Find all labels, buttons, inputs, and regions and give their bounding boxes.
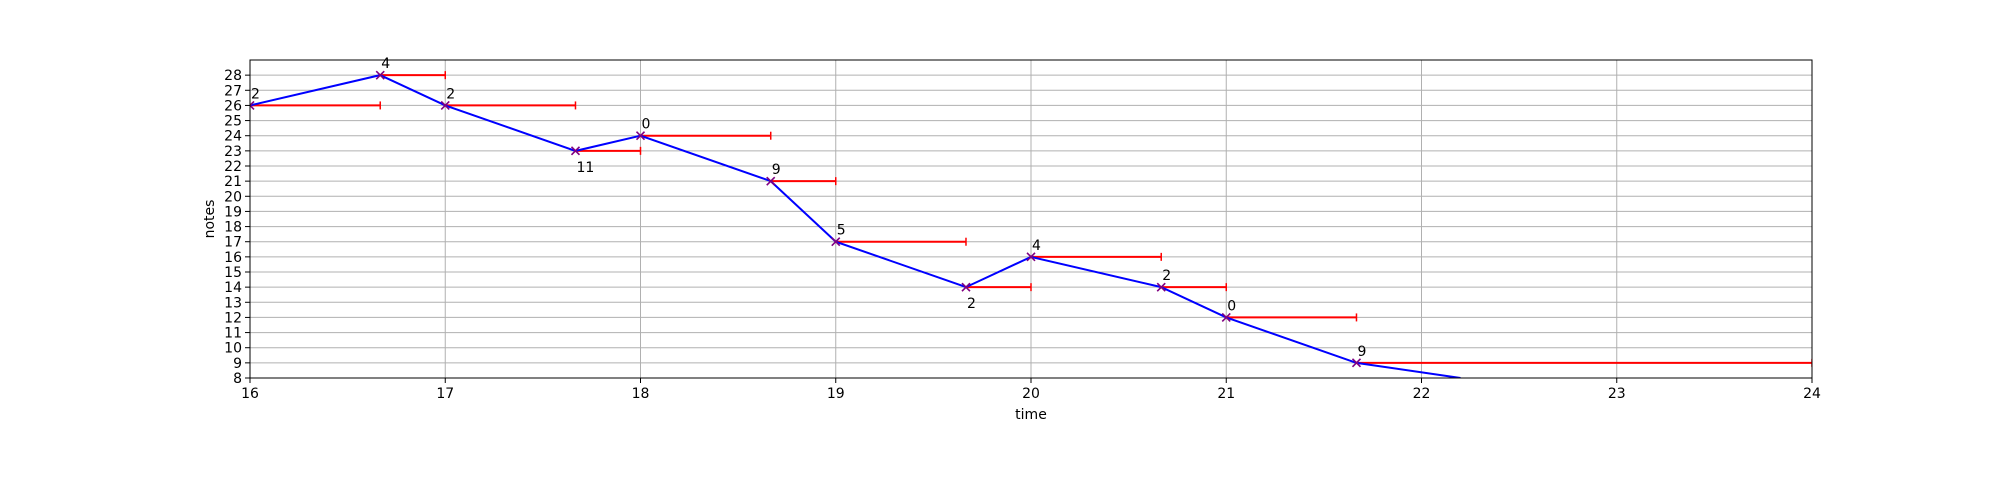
- data-point-marker: [1351, 358, 1362, 368]
- y-tick-label: 26: [224, 98, 242, 114]
- data-label: 4: [1032, 238, 1041, 254]
- data-point-marker: [570, 146, 581, 156]
- data-label: 2: [1162, 268, 1171, 284]
- y-tick-label: 19: [224, 204, 242, 220]
- data-point-marker: [375, 70, 385, 80]
- x-tick-label: 16: [241, 386, 259, 402]
- y-tick-label: 8: [233, 371, 242, 387]
- y-tick-label: 11: [224, 326, 242, 342]
- y-tick-label: 9: [233, 356, 242, 372]
- marker-stroke: [635, 131, 646, 141]
- x-tick-label: 19: [827, 386, 845, 402]
- y-tick-label: 23: [224, 144, 242, 160]
- marker-stroke: [1156, 282, 1166, 292]
- marker-stroke: [250, 100, 255, 107]
- data-label: 0: [1227, 298, 1236, 314]
- y-tick-label: 15: [224, 265, 242, 281]
- marker-stroke: [1351, 358, 1362, 368]
- y-tick-label: 16: [224, 250, 242, 266]
- data-label: 4: [381, 56, 390, 72]
- marker-stroke: [766, 176, 776, 186]
- y-tick-label: 10: [224, 341, 242, 357]
- marker-stroke: [1026, 252, 1036, 262]
- y-tick-label: 14: [224, 280, 242, 296]
- marker-stroke: [961, 282, 971, 292]
- data-label: 2: [251, 86, 260, 102]
- y-axis-label: notes: [202, 200, 218, 239]
- y-tick-label: 13: [224, 295, 242, 311]
- x-tick-label: 17: [436, 386, 454, 402]
- marker-stroke: [1221, 312, 1231, 322]
- marker-stroke: [440, 100, 450, 110]
- data-point-marker: [831, 237, 841, 247]
- data-label: 2: [446, 86, 455, 102]
- data-point-marker: [440, 100, 450, 110]
- data-point-marker: [766, 176, 776, 186]
- y-tick-label: 22: [224, 159, 242, 175]
- data-label: 0: [642, 117, 651, 133]
- data-label: 9: [772, 162, 781, 178]
- x-tick-label: 21: [1217, 386, 1235, 402]
- y-tick-label: 27: [224, 83, 242, 99]
- data-point-marker: [961, 282, 971, 292]
- data-point-marker: [1221, 312, 1231, 322]
- data-label: 9: [1357, 344, 1366, 360]
- data-series: [250, 70, 1812, 378]
- data-point-marker: [1156, 282, 1166, 292]
- data-point-marker: [250, 100, 255, 110]
- x-tick-label: 23: [1608, 386, 1626, 402]
- y-tick-label: 25: [224, 114, 242, 130]
- x-tick-label: 24: [1803, 386, 1821, 402]
- x-tick-label: 22: [1413, 386, 1431, 402]
- x-tick-label: 20: [1022, 386, 1040, 402]
- y-tick-label: 20: [224, 189, 242, 205]
- marker-stroke: [570, 146, 581, 156]
- data-label: 5: [837, 223, 846, 239]
- data-point-marker: [635, 131, 646, 141]
- x-axis-label: time: [1015, 407, 1047, 423]
- x-tick-label: 18: [632, 386, 650, 402]
- y-tick-label: 17: [224, 235, 242, 251]
- y-tick-label: 18: [224, 220, 242, 236]
- y-tick-label: 12: [224, 310, 242, 326]
- y-tick-label: 21: [224, 174, 242, 190]
- marker-stroke: [831, 237, 841, 247]
- marker-stroke: [375, 70, 385, 80]
- data-label: 11: [576, 160, 594, 176]
- y-tick-label: 28: [224, 68, 242, 84]
- data-label: 2: [967, 296, 976, 312]
- axes: 16 17 18 19 20 21 22 23 248910111213141516171819…: [224, 68, 1821, 402]
- data-point-marker: [1026, 252, 1036, 262]
- marker-stroke: [250, 104, 255, 110]
- y-tick-label: 24: [224, 129, 242, 145]
